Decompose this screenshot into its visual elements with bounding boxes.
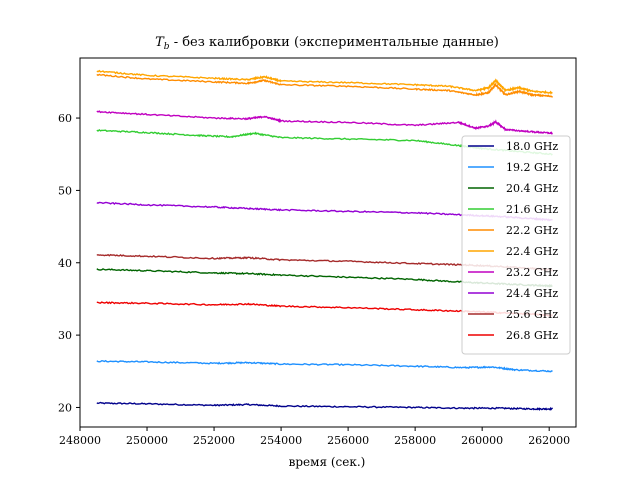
x-tick-label: 262000 bbox=[528, 434, 570, 447]
series-line-1 bbox=[96, 401, 554, 412]
title-main: T bbox=[155, 35, 165, 50]
title-subscript: b bbox=[164, 42, 170, 52]
series-line-7 bbox=[96, 110, 553, 135]
y-tick-label: 30 bbox=[58, 329, 72, 342]
x-axis-label: время (сек.) bbox=[289, 455, 366, 469]
x-axis: 248000 250000 252000 254000 256000 258000 2600… bbox=[59, 427, 570, 447]
x-tick-label: 260000 bbox=[461, 434, 503, 447]
legend-label: 18.0 GHz bbox=[506, 140, 558, 153]
x-tick-label: 256000 bbox=[327, 434, 369, 447]
title-rest: - без калибровки (экспериментальные данн… bbox=[170, 35, 499, 50]
plot-frame bbox=[79, 57, 577, 428]
series-line-6 bbox=[96, 69, 553, 95]
legend-label: 21.6 GHz bbox=[506, 203, 558, 216]
legend-label: 22.4 GHz bbox=[506, 245, 558, 258]
legend-label: 26.8 GHz bbox=[506, 329, 558, 342]
legend-label: 25.6 GHz bbox=[506, 308, 558, 321]
series-line-2 bbox=[96, 359, 553, 373]
chart-title: Tb - без калибровки (экспериментальные д… bbox=[155, 35, 499, 52]
x-tick-label: 252000 bbox=[193, 434, 235, 447]
legend-box bbox=[461, 135, 571, 355]
x-tick-label: 258000 bbox=[394, 434, 436, 447]
x-tick-label: 248000 bbox=[59, 434, 101, 447]
legend-label: 20.4 GHz bbox=[506, 182, 558, 195]
y-tick-label: 20 bbox=[58, 401, 72, 414]
legend-label: 24.4 GHz bbox=[506, 287, 558, 300]
x-tick-label: 254000 bbox=[260, 434, 302, 447]
svg-text:Tb - без калибровки (экспериме: Tb - без калибровки (экспериментальные д… bbox=[155, 35, 499, 52]
x-tick-label: 250000 bbox=[126, 434, 168, 447]
legend: 18.0 GHz 19.2 GHz 20.4 GHz 21.6 GHz 22.2 GHz… bbox=[461, 135, 571, 355]
series-line-5 bbox=[96, 73, 554, 98]
legend-label: 19.2 GHz bbox=[506, 161, 558, 174]
y-tick-label: 50 bbox=[58, 184, 72, 197]
y-tick-label: 40 bbox=[58, 257, 72, 270]
y-axis: 20 30 40 50 60 bbox=[58, 112, 80, 414]
y-tick-label: 60 bbox=[58, 112, 72, 125]
legend-label: 22.2 GHz bbox=[506, 224, 558, 237]
legend-label: 23.2 GHz bbox=[506, 266, 558, 279]
